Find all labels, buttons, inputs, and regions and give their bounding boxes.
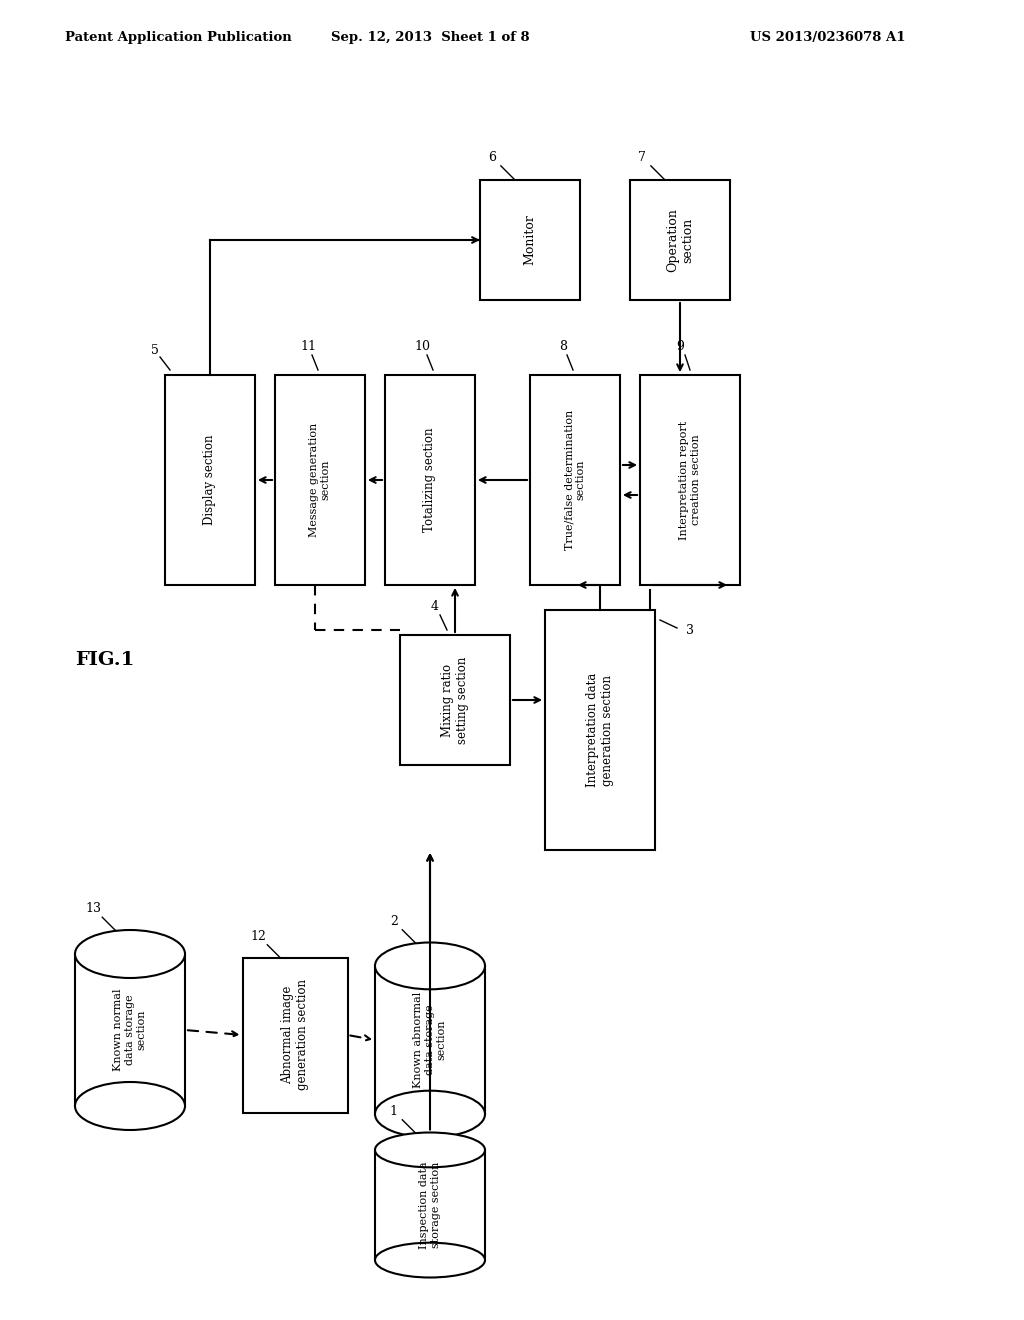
Ellipse shape bbox=[75, 1082, 185, 1130]
Text: Interpretation report
creation section: Interpretation report creation section bbox=[679, 420, 700, 540]
Bar bbox=[385, 375, 475, 585]
Text: Mixing ratio
setting section: Mixing ratio setting section bbox=[441, 656, 469, 743]
Text: Display section: Display section bbox=[204, 434, 216, 525]
Ellipse shape bbox=[375, 1133, 485, 1167]
Text: 13: 13 bbox=[86, 903, 101, 915]
Text: 12: 12 bbox=[251, 929, 266, 942]
Text: Inspection data
storage section: Inspection data storage section bbox=[419, 1162, 440, 1249]
Bar bbox=[480, 180, 580, 300]
Bar bbox=[275, 375, 365, 585]
Ellipse shape bbox=[375, 942, 485, 989]
Bar bbox=[375, 966, 485, 1114]
Bar bbox=[530, 375, 620, 585]
Text: Operation
section: Operation section bbox=[666, 209, 694, 272]
Text: FIG.1: FIG.1 bbox=[75, 651, 134, 669]
Ellipse shape bbox=[75, 931, 185, 978]
Text: 5: 5 bbox=[152, 343, 159, 356]
Text: US 2013/0236078 A1: US 2013/0236078 A1 bbox=[750, 30, 905, 44]
Bar bbox=[545, 610, 655, 850]
Bar bbox=[75, 954, 185, 1106]
Text: Interpretation data
generation section: Interpretation data generation section bbox=[586, 673, 614, 787]
Text: 9: 9 bbox=[676, 341, 684, 354]
Text: 1: 1 bbox=[390, 1105, 397, 1118]
Text: Monitor: Monitor bbox=[523, 215, 537, 265]
Bar bbox=[243, 957, 347, 1113]
Text: Known abnormal
data storage
section: Known abnormal data storage section bbox=[414, 991, 446, 1088]
Ellipse shape bbox=[375, 1242, 485, 1278]
Bar bbox=[165, 375, 255, 585]
Text: Abnormal image
generation section: Abnormal image generation section bbox=[281, 979, 309, 1090]
Ellipse shape bbox=[375, 1090, 485, 1138]
Text: Totalizing section: Totalizing section bbox=[424, 428, 436, 532]
Text: 8: 8 bbox=[559, 341, 567, 354]
Bar bbox=[630, 180, 730, 300]
Text: True/false determination
section: True/false determination section bbox=[564, 411, 586, 550]
Text: Message generation
section: Message generation section bbox=[309, 422, 331, 537]
Text: 6: 6 bbox=[488, 150, 497, 164]
Text: Patent Application Publication: Patent Application Publication bbox=[65, 30, 292, 44]
Bar bbox=[375, 1150, 485, 1261]
Text: 11: 11 bbox=[300, 341, 316, 354]
Text: Known normal
data storage
section: Known normal data storage section bbox=[114, 989, 146, 1072]
Bar bbox=[640, 375, 740, 585]
Text: 3: 3 bbox=[686, 623, 694, 636]
Bar bbox=[400, 635, 510, 766]
Text: 2: 2 bbox=[390, 915, 397, 928]
Text: 7: 7 bbox=[638, 150, 646, 164]
Text: 4: 4 bbox=[431, 601, 439, 614]
Text: 10: 10 bbox=[414, 341, 430, 354]
Text: Sep. 12, 2013  Sheet 1 of 8: Sep. 12, 2013 Sheet 1 of 8 bbox=[331, 30, 529, 44]
